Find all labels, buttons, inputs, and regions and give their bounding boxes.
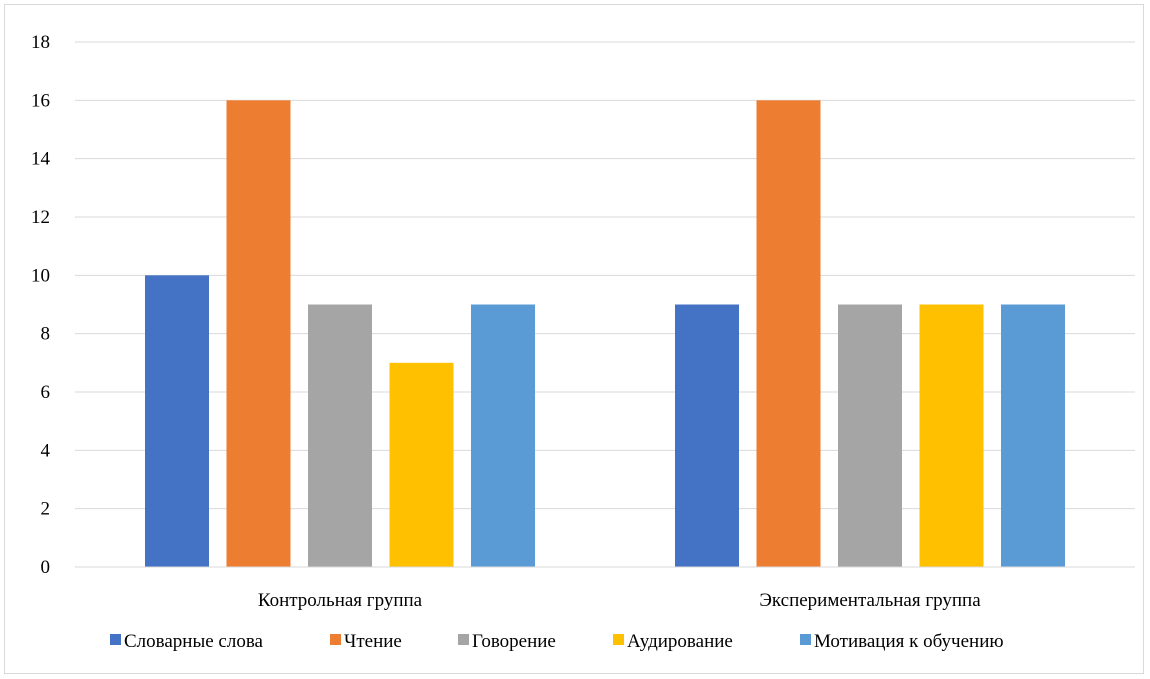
- bar: [471, 304, 535, 567]
- legend-swatch: [800, 634, 811, 645]
- bar: [308, 304, 372, 567]
- bar: [389, 362, 454, 567]
- y-tick-label: 10: [31, 265, 50, 286]
- legend-label: Говорение: [472, 631, 556, 652]
- y-tick-label: 6: [41, 382, 51, 403]
- y-tick-label: 4: [41, 440, 51, 461]
- y-tick-label: 14: [31, 149, 51, 170]
- bar: [145, 275, 209, 567]
- y-tick-label: 16: [31, 90, 50, 111]
- bar: [756, 100, 821, 567]
- y-tick-label: 8: [41, 324, 51, 345]
- category-labels: Контрольная группа Экспериментальная груп…: [258, 590, 981, 611]
- legend-label: Словарные слова: [124, 631, 264, 652]
- bar: [919, 304, 984, 567]
- legend-swatch: [458, 634, 469, 645]
- bar: [226, 100, 291, 567]
- legend-label: Аудирование: [627, 631, 733, 652]
- category-label: Контрольная группа: [258, 590, 423, 611]
- legend-swatch: [110, 634, 121, 645]
- bar: [838, 304, 902, 567]
- y-tick-label: 12: [31, 207, 50, 228]
- bar: [1001, 304, 1065, 567]
- legend: Словарные слова Чтение Говорение Аудировани…: [110, 631, 1004, 652]
- bar: [675, 304, 739, 567]
- category-label: Экспериментальная группа: [759, 590, 981, 611]
- legend-swatch: [330, 634, 341, 645]
- y-tick-label: 0: [41, 557, 51, 578]
- y-tick-label: 2: [41, 499, 51, 520]
- legend-swatch: [613, 634, 624, 645]
- y-tick-label: 18: [31, 32, 50, 53]
- bars: [145, 100, 1065, 567]
- legend-label: Чтение: [344, 631, 402, 652]
- y-axis-ticks: 0 2 4 6 8 10 12 14 16 18: [31, 32, 51, 578]
- legend-label: Мотивация к обучению: [814, 631, 1004, 652]
